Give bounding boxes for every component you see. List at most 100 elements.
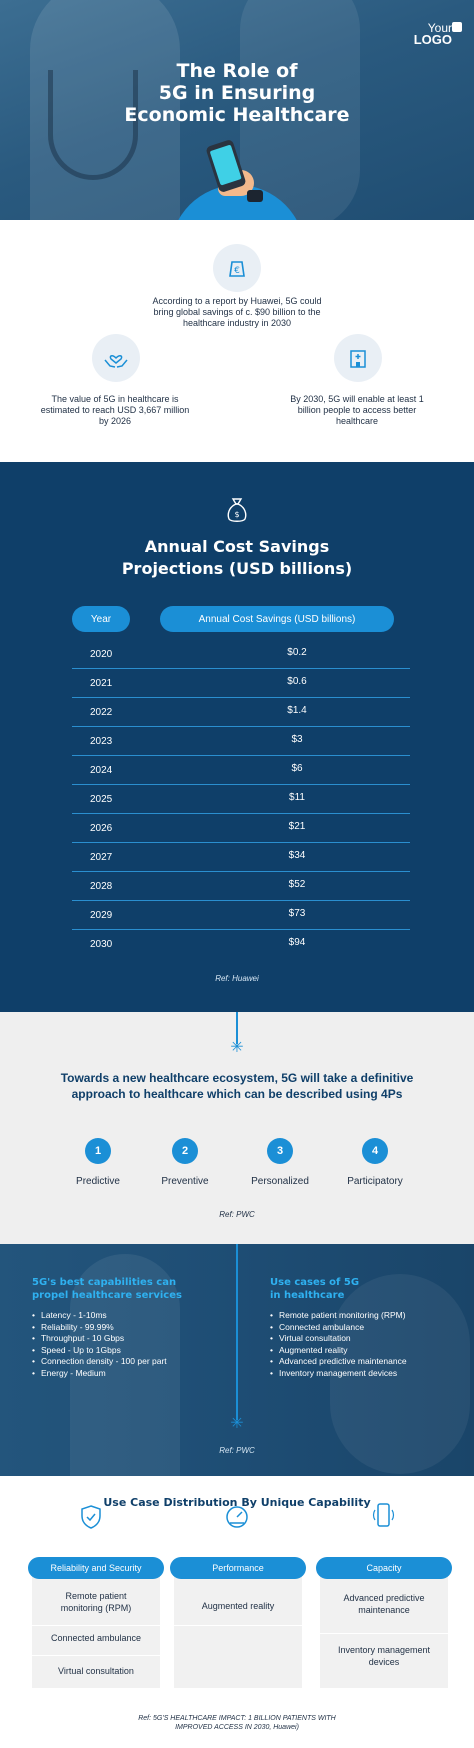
footer-reference-line-2: IMPROVED ACCESS IN 2030, Huawei) [175, 1724, 299, 1731]
list-item: Augmented reality [270, 1345, 407, 1357]
capabilities-list: Latency - 1-10ms Reliability - 99.99% Th… [32, 1310, 167, 1379]
shield-check-icon [81, 1505, 101, 1529]
column-reliability: Reliability and Security Remote patient … [28, 1557, 164, 1688]
row-value: $73 [288, 908, 306, 919]
use-cases-title: Use cases of 5G in healthcare [270, 1276, 359, 1302]
p-label-personalized: Personalized [251, 1176, 309, 1187]
row-year: 2026 [90, 823, 113, 834]
table-cell: Virtual consultation [58, 1666, 134, 1676]
capabilities-title: 5G's best capabilities can propel health… [32, 1276, 182, 1302]
hospital-building-icon [334, 334, 382, 382]
background-figure [240, 0, 360, 220]
step-number-1: 1 [85, 1138, 111, 1164]
column-header-performance: Performance [170, 1557, 306, 1579]
four-ps-section: ✳ Towards a new healthcare ecosystem, 5G… [0, 1012, 474, 1244]
row-year: 2025 [90, 794, 113, 805]
heart-hands-icon [92, 334, 140, 382]
table-reference: Ref: Huawei [215, 974, 259, 983]
row-year: 2023 [90, 736, 113, 747]
svg-text:€: € [234, 266, 240, 276]
p-label-predictive: Predictive [76, 1176, 120, 1187]
list-item: Advanced predictive maintenance [270, 1356, 407, 1368]
use-case-distribution-section: Use Case Distribution By Unique Capabili… [0, 1476, 474, 1748]
cost-savings-section: $ Annual Cost Savings Projections (USD b… [0, 462, 474, 1012]
column-header-capacity: Capacity [316, 1557, 452, 1579]
table-row: 2030 $94 [72, 930, 410, 959]
list-item: Speed - Up to 1Gbps [32, 1345, 167, 1357]
row-year: 2028 [90, 881, 113, 892]
table-row: 2025 $11 [72, 785, 410, 814]
table-row: 2023 $3 [72, 727, 410, 756]
list-item: Remote patient monitoring (RPM) [270, 1310, 407, 1322]
table-row: 2026 $21 [72, 814, 410, 843]
row-value: $6 [291, 763, 303, 774]
table-cell: Connected ambulance [32, 1626, 160, 1656]
star-burst-icon: ✳ [230, 1039, 244, 1056]
p-label-preventive: Preventive [161, 1176, 209, 1187]
column-capacity: Capacity Advanced predictive maintenance… [316, 1557, 452, 1688]
row-year: 2020 [90, 649, 113, 660]
column-header-savings: Annual Cost Savings (USD billions) [160, 606, 394, 632]
column-performance: Performance Augmented reality [170, 1557, 306, 1688]
table-row: 2027 $34 [72, 843, 410, 872]
capabilities-section: ✳ 5G's best capabilities can propel heal… [0, 1244, 474, 1476]
step-number-3: 3 [267, 1138, 293, 1164]
table-row: 2020 $0.2 [72, 640, 410, 669]
smartwatch-icon [247, 190, 263, 202]
four-ps-title: Towards a new healthcare ecosystem, 5G w… [60, 1071, 414, 1101]
table-cell: Remote patient monitoring (RPM) [32, 1586, 160, 1626]
capabilities-title-line-2: propel healthcare services [32, 1290, 182, 1301]
stat-access-text: By 2030, 5G will enable at least 1 billi… [290, 394, 424, 426]
connector-line [236, 1012, 238, 1044]
table-title-line-1: Annual Cost Savings [144, 537, 330, 556]
logo-line-2: LOGO [413, 32, 452, 47]
page-title: The Role of 5G in Ensuring Economic Heal… [0, 60, 474, 126]
column-header-year: Year [72, 606, 130, 632]
logo-line-1: Your [427, 21, 452, 35]
star-burst-icon: ✳ [230, 1415, 244, 1432]
footer-reference: Ref: 5G'S HEALTHCARE IMPACT: 1 BILLION P… [0, 1714, 474, 1732]
footer-reference-line-1: Ref: 5G'S HEALTHCARE IMPACT: 1 BILLION P… [138, 1715, 336, 1722]
connector-line [236, 1244, 238, 1420]
capabilities-reference: Ref: PWC [219, 1446, 255, 1455]
table-row: 2021 $0.6 [72, 669, 410, 698]
four-ps-reference: Ref: PWC [219, 1210, 255, 1219]
step-number-2: 2 [172, 1138, 198, 1164]
logo-mark-icon [452, 22, 462, 32]
row-value: $52 [288, 879, 306, 890]
speedometer-icon [226, 1506, 248, 1528]
list-item: Connection density - 100 per part [32, 1356, 167, 1368]
table-row: 2029 $73 [72, 901, 410, 930]
stat-value-text: The value of 5G in healthcare is estimat… [40, 394, 190, 426]
use-cases-title-line-1: Use cases of 5G [270, 1277, 360, 1288]
stat-savings-text: According to a report by Huawei, 5G coul… [152, 296, 322, 328]
brand-logo[interactable]: Your LOGO [413, 21, 462, 47]
money-bag-icon: $ [227, 498, 247, 522]
table-cell: Advanced predictive maintenance [320, 1586, 448, 1634]
smartphone-icon [372, 1503, 395, 1527]
row-year: 2022 [90, 707, 113, 718]
list-item: Energy - Medium [32, 1368, 167, 1380]
table-title: Annual Cost Savings Projections (USD bil… [0, 536, 474, 580]
capabilities-title-line-1: 5G's best capabilities can [32, 1277, 177, 1288]
row-value: $1.4 [287, 705, 307, 716]
use-case-title: Use Case Distribution By Unique Capabili… [103, 1496, 371, 1509]
row-value: $3 [291, 734, 303, 745]
table-cell: Augmented reality [174, 1586, 302, 1626]
row-value: $94 [288, 937, 306, 948]
list-item: Reliability - 99.99% [32, 1322, 167, 1334]
table-row: 2028 $52 [72, 872, 410, 901]
table-row: 2024 $6 [72, 756, 410, 785]
table-title-line-2: Projections (USD billions) [121, 559, 353, 578]
list-item: Throughput - 10 Gbps [32, 1333, 167, 1345]
stethoscope-shape [48, 70, 138, 180]
list-item: Connected ambulance [270, 1322, 407, 1334]
step-number-4: 4 [362, 1138, 388, 1164]
hero-banner: Your LOGO The Role of 5G in Ensuring Eco… [0, 0, 474, 220]
row-value: $11 [289, 792, 305, 803]
row-year: 2024 [90, 765, 113, 776]
p-label-participatory: Participatory [347, 1176, 403, 1187]
use-cases-list: Remote patient monitoring (RPM) Connecte… [270, 1310, 407, 1379]
title-line-3: Economic Healthcare [124, 104, 350, 126]
list-item: Virtual consultation [270, 1333, 407, 1345]
